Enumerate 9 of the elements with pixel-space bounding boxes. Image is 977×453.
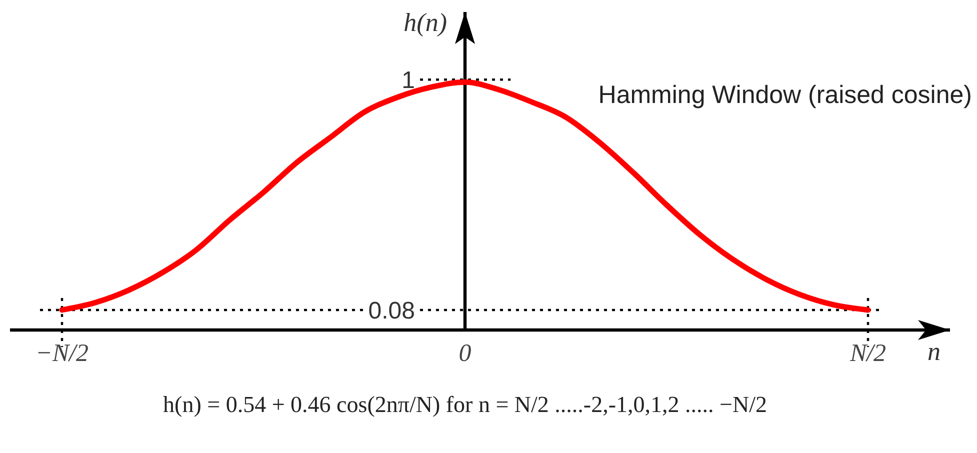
text: Hamming Window (raised cosine) bbox=[598, 81, 972, 109]
text: h(n) = 0.54 + 0.46 cos(2nπ/N) for n = N/2 .....-2,-1,0,1,2 ..... −N/2 bbox=[163, 392, 767, 417]
y-axis-title: h(n) bbox=[404, 8, 447, 37]
x-tick-label: N/2 bbox=[848, 340, 886, 367]
y-tick-label: 1 bbox=[402, 67, 415, 94]
y-tick-label: 0.08 bbox=[368, 297, 415, 324]
x-tick-label: 0 bbox=[458, 340, 472, 367]
x-tick-label: −N/2 bbox=[36, 340, 88, 367]
x-axis-title: n bbox=[928, 337, 940, 366]
